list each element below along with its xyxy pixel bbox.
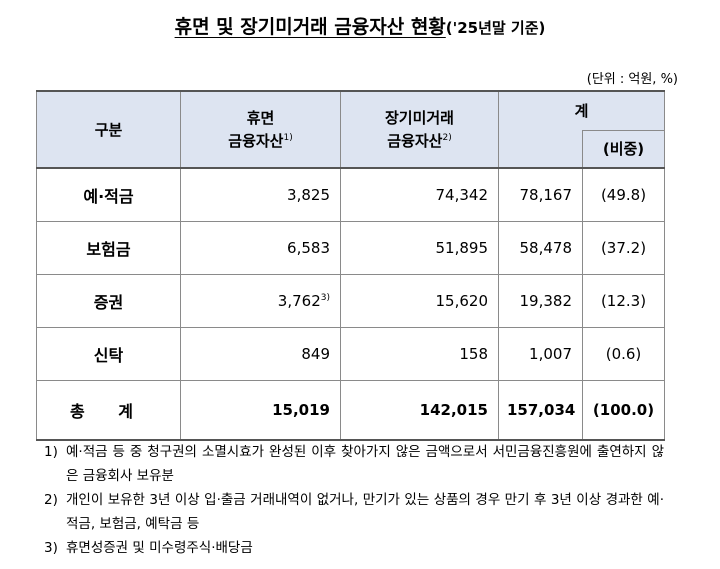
footnote: 1) 예·적금 등 중 청구권의 소멸시효가 완성된 이후 찾아가지 않은 금액… [44,440,664,488]
title-main: 휴면 및 장기미거래 금융자산 현황 [174,16,446,38]
row-share: (49.8) [582,167,665,222]
row-category: 증권 [36,274,181,328]
row-category: 신탁 [36,327,181,381]
total-dormant: 15,019 [180,380,341,441]
total-share: (100.0) [582,380,665,441]
row-dormant: 3,825 [180,167,341,222]
row-dormant: 3,7623) [180,274,341,328]
row-dormant: 849 [180,327,341,381]
row-dormant: 6,583 [180,221,341,275]
header-long-term-line1: 장기미거래 [384,109,454,127]
table-row: 보험금 6,583 51,895 58,478 (37.2) [36,221,665,275]
footnote: 2) 개인이 보유한 3년 이상 입·출금 거래내역이 없거나, 만기가 있는 … [44,488,664,536]
table-row: 신탁 849 158 1,007 (0.6) [36,327,665,381]
footnote-number: 1) [44,444,58,460]
title-sub: ('25년말 기준) [445,19,546,37]
row-total: 78,167 [498,167,583,222]
row-dormant-value: 3,762 [277,292,321,310]
row-dormant-value: 3,825 [287,186,330,204]
row-share: (12.3) [582,274,665,328]
header-dormant: 휴면 금융자산1) [180,90,341,169]
header-total: 계 [498,90,665,131]
footnote-marker: 1) [283,133,293,143]
row-share: (37.2) [582,221,665,275]
header-category: 구분 [36,90,181,169]
row-long-term: 51,895 [340,221,499,275]
row-share: (0.6) [582,327,665,381]
row-category: 보험금 [36,221,181,275]
footnote-text: 휴면성증권 및 미수령주식·배당금 [66,540,253,556]
footnote-marker: 2) [442,133,452,143]
header-long-term: 장기미거래 금융자산2) [340,90,499,169]
row-dormant-value: 6,583 [287,239,330,257]
footnote-text: 예·적금 등 중 청구권의 소멸시효가 완성된 이후 찾아가지 않은 금액으로서… [66,444,664,484]
footnote-number: 2) [44,492,58,508]
row-long-term: 15,620 [340,274,499,328]
footnote: 3) 휴면성증권 및 미수령주식·배당금 [44,536,664,560]
header-dormant-line1: 휴면 [246,109,275,127]
table-row: 예·적금 3,825 74,342 78,167 (49.8) [36,167,665,222]
row-total: 58,478 [498,221,583,275]
row-long-term: 158 [340,327,499,381]
total-long-term: 142,015 [340,380,499,441]
footnote-number: 3) [44,540,58,556]
asset-table: 구분 휴면 금융자산1) 장기미거래 금융자산2) 계 (비중) 예·적금 3,… [36,90,665,441]
total-total: 157,034 [498,380,583,441]
total-category: 총 계 [36,380,181,441]
row-total: 19,382 [498,274,583,328]
table-row: 증권 3,7623) 15,620 19,382 (12.3) [36,274,665,328]
footnote-text: 개인이 보유한 3년 이상 입·출금 거래내역이 없거나, 만기가 있는 상품의… [66,492,664,532]
row-long-term: 74,342 [340,167,499,222]
row-total: 1,007 [498,327,583,381]
header-share: (비중) [582,130,665,169]
footnotes: 1) 예·적금 등 중 청구권의 소멸시효가 완성된 이후 찾아가지 않은 금액… [44,440,664,560]
row-category: 예·적금 [36,167,181,222]
header-total-spacer [498,130,583,169]
unit-label: (단위 : 억원, %) [586,72,678,87]
total-row: 총 계 15,019 142,015 157,034 (100.0) [36,380,665,441]
header-long-term-line2: 금융자산 [387,132,443,150]
row-dormant-value: 849 [301,345,330,363]
footnote-marker: 3) [320,293,330,303]
page-title: 휴면 및 장기미거래 금융자산 현황('25년말 기준) [0,12,720,39]
header-dormant-line2: 금융자산 [228,132,284,150]
